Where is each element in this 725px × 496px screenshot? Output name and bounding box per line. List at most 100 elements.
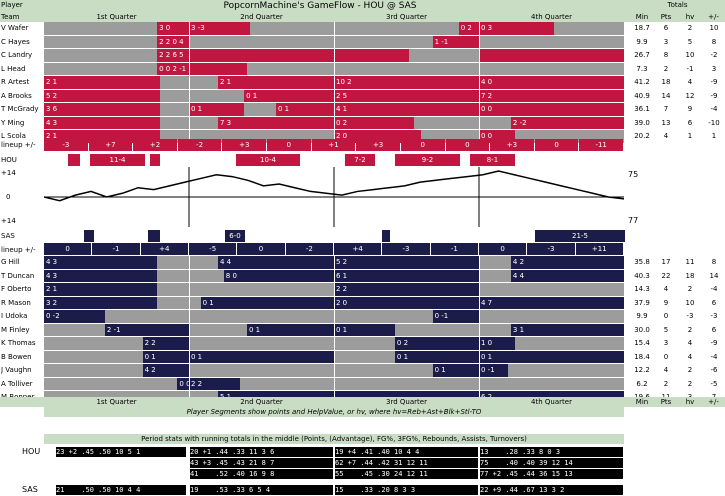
player-total: 11 bbox=[685, 258, 695, 266]
quarter-divider bbox=[479, 22, 480, 35]
sas-run: 6-0 bbox=[225, 230, 245, 242]
lineup-segment: -2 bbox=[285, 243, 333, 255]
player-segment: 5 2 bbox=[44, 89, 160, 102]
quarter-divider bbox=[479, 310, 480, 323]
player-segment: 3 1 bbox=[510, 323, 624, 336]
hou-run: 11-4 bbox=[90, 154, 145, 166]
player-segment: 0 -1 bbox=[432, 310, 479, 323]
period-hou-cell: 20 +1 .44 .33 11 3 6 bbox=[190, 447, 333, 457]
hou-run bbox=[150, 154, 160, 166]
quarter-divider bbox=[334, 296, 335, 309]
hou-lineup-label: lineup +/- bbox=[1, 141, 36, 149]
player-total: 6 bbox=[711, 298, 717, 307]
player-total: 13 bbox=[661, 118, 671, 127]
quarter-divider bbox=[334, 283, 335, 296]
lineup-segment: -2 bbox=[177, 139, 222, 151]
player-name: F Oberto bbox=[1, 285, 32, 293]
player-total: 8 bbox=[711, 258, 717, 266]
period-hou-cell: 19 +4 .41 .40 10 4 4 bbox=[335, 447, 478, 457]
col-min: Min bbox=[635, 13, 649, 21]
quarter-divider bbox=[479, 62, 480, 75]
player-total: -6 bbox=[710, 366, 718, 374]
player-total: 1 bbox=[711, 132, 717, 140]
quarter-divider bbox=[334, 256, 335, 269]
player-total: -9 bbox=[710, 91, 718, 100]
player-total: -3 bbox=[686, 312, 694, 320]
quarter-divider bbox=[479, 337, 480, 350]
player-segment bbox=[334, 49, 410, 62]
lineup-segment: +3 bbox=[490, 139, 534, 151]
period-hou-label: HOU bbox=[22, 447, 41, 456]
footer-quarter-1: 1st Quarter bbox=[96, 398, 137, 406]
player-total: -4 bbox=[710, 105, 718, 113]
player-total: 4 bbox=[663, 285, 669, 293]
player-segment: 0 1 bbox=[334, 323, 395, 336]
player-total: 7 bbox=[663, 105, 669, 113]
player-segment: 8 0 bbox=[223, 269, 334, 282]
player-total: 2 bbox=[687, 285, 693, 293]
player-total: 39.0 bbox=[634, 118, 650, 127]
quarter-divider bbox=[479, 296, 480, 309]
player-segment: 2 1 bbox=[44, 283, 158, 296]
sas-final-score: 77 bbox=[628, 216, 639, 225]
flow-chart-svg bbox=[43, 167, 625, 227]
player-total: 6 bbox=[687, 118, 693, 127]
quarter-divider bbox=[334, 116, 335, 129]
sas-run-block bbox=[84, 230, 94, 242]
quarter-divider bbox=[479, 350, 480, 363]
quarter-divider bbox=[189, 116, 190, 129]
player-total: 36.1 bbox=[634, 105, 650, 113]
player-segment: 0 0 bbox=[479, 103, 624, 116]
player-total: 14 bbox=[661, 91, 671, 100]
quarter-divider bbox=[479, 35, 480, 48]
quarter-divider bbox=[479, 269, 480, 282]
player-segment: 4 3 bbox=[44, 269, 158, 282]
footer-quarter-header bbox=[0, 397, 725, 407]
player-name: J Vaughn bbox=[1, 366, 32, 374]
player-total: -9 bbox=[710, 339, 718, 347]
player-total: 6.2 bbox=[636, 379, 648, 388]
quarter-divider bbox=[334, 337, 335, 350]
player-segment: 4 1 bbox=[334, 103, 479, 116]
player-total: 8 bbox=[663, 51, 669, 59]
player-segment: 0 0 bbox=[177, 377, 189, 390]
header-bar bbox=[0, 0, 725, 12]
player-name: T Duncan bbox=[1, 271, 35, 280]
player-total: 8 bbox=[711, 37, 717, 46]
sas-runs-label: SAS bbox=[1, 232, 15, 240]
player-name: B Bowen bbox=[1, 352, 32, 361]
hou-run: 8-1 bbox=[470, 154, 515, 166]
player-segment: 0 1 bbox=[189, 103, 245, 116]
player-total: -2 bbox=[710, 51, 718, 59]
score-margin-line bbox=[43, 170, 625, 202]
player-name: V Wafer bbox=[1, 24, 29, 32]
player-name: C Hayes bbox=[1, 37, 30, 46]
quarter-divider bbox=[479, 283, 480, 296]
player-total: 17 bbox=[661, 258, 671, 266]
quarter-divider bbox=[479, 49, 480, 62]
team-label: Team bbox=[1, 13, 20, 21]
player-total: 2 bbox=[687, 325, 693, 334]
player-name: C Landry bbox=[1, 51, 33, 59]
player-segment bbox=[479, 49, 624, 62]
sas-run-block bbox=[382, 230, 390, 242]
quarter-divider bbox=[334, 310, 335, 323]
page-title: PopcornMachine's GameFlow - HOU @ SAS bbox=[223, 1, 417, 11]
lineup-segment: 0 bbox=[445, 139, 490, 151]
lineup-segment: +4 bbox=[334, 243, 382, 255]
player-total: -4 bbox=[710, 352, 718, 361]
player-segment: 4 0 bbox=[479, 76, 624, 89]
hou-run bbox=[68, 154, 80, 166]
lineup-segment: +1 bbox=[311, 139, 356, 151]
player-segment: 5 2 bbox=[334, 256, 479, 269]
footer-col-hv: hv bbox=[685, 398, 695, 406]
player-total: 30.0 bbox=[634, 325, 650, 334]
player-segment: 2 2 6 5 bbox=[157, 49, 189, 62]
period-stats-title: Period stats with running totals in the … bbox=[44, 434, 624, 444]
flow-bot-label: +14 bbox=[1, 217, 16, 225]
lineup-segment: +11 bbox=[575, 243, 623, 255]
player-total: 5 bbox=[663, 325, 669, 334]
player-total: 6 bbox=[711, 325, 717, 334]
player-name: M Finley bbox=[1, 325, 30, 334]
player-segment: 3 6 bbox=[44, 103, 160, 116]
